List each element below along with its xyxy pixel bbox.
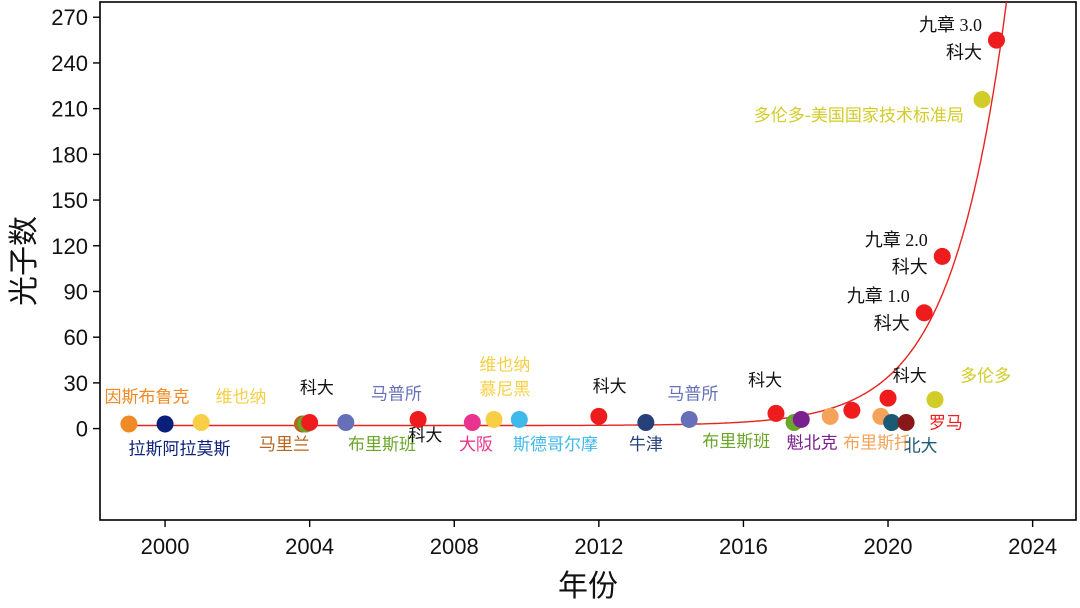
point-label: 牛津 xyxy=(629,435,663,455)
x-tick-label: 2000 xyxy=(141,534,190,559)
y-tick-label: 120 xyxy=(51,234,88,259)
data-point xyxy=(637,413,655,431)
y-axis-title: 光子数 xyxy=(7,216,42,306)
data-point xyxy=(510,410,528,428)
point-label: 大阪 xyxy=(459,435,493,455)
y-tick-label: 150 xyxy=(51,188,88,213)
point-label: 拉斯阿拉莫斯 xyxy=(129,439,231,459)
data-point xyxy=(973,91,991,109)
point-label: 维也纳 xyxy=(479,356,530,376)
point-label: 马普所 xyxy=(371,385,422,405)
data-points xyxy=(120,31,1005,433)
point-label: 科大 xyxy=(593,377,627,397)
point-label: 九章 1.0 xyxy=(847,286,910,306)
y-tick-label: 30 xyxy=(64,371,88,396)
data-point xyxy=(120,415,138,433)
point-label: 北大 xyxy=(904,436,938,456)
point-label: 布里斯班 xyxy=(348,435,416,455)
point-label: 科大 xyxy=(946,42,982,62)
y-axis: 0 30 60 90 120 150 180 210 240 270 xyxy=(51,5,100,442)
x-axis-title: 年份 xyxy=(558,569,618,604)
point-label: 马里兰 xyxy=(259,435,310,455)
point-label: 科大 xyxy=(892,257,928,277)
x-tick-label: 2008 xyxy=(430,534,479,559)
exponential-fit-curve xyxy=(128,1,1008,427)
point-label: 科大 xyxy=(748,371,782,391)
data-point xyxy=(843,401,861,419)
point-label: 九章 2.0 xyxy=(865,230,928,250)
point-label: 维也纳 xyxy=(215,388,266,408)
point-label: 魁北克 xyxy=(787,433,838,453)
x-axis: 2000 2004 2008 2012 2016 2020 2024 xyxy=(141,520,1057,559)
data-point xyxy=(463,413,481,431)
point-label: 科大 xyxy=(300,379,334,399)
x-tick-label: 2012 xyxy=(574,534,623,559)
point-label: 科大 xyxy=(874,314,910,334)
point-label: 因斯布鲁克 xyxy=(104,388,189,408)
data-point xyxy=(485,410,503,428)
point-label: 马普所 xyxy=(667,385,718,405)
data-point xyxy=(897,413,915,431)
data-point xyxy=(156,415,174,433)
point-label: 布里斯托 xyxy=(843,433,911,453)
data-point xyxy=(883,413,901,431)
y-tick-label: 0 xyxy=(76,417,88,442)
point-label: 斯德哥尔摩 xyxy=(513,435,598,455)
x-tick-label: 2004 xyxy=(285,534,334,559)
x-tick-label: 2020 xyxy=(864,534,913,559)
point-label: 科大 xyxy=(893,366,927,386)
point-label: 布里斯班 xyxy=(702,432,770,452)
data-point xyxy=(987,31,1005,49)
data-point xyxy=(879,389,897,407)
y-tick-label: 180 xyxy=(51,142,88,167)
data-point xyxy=(192,413,210,431)
y-tick-label: 60 xyxy=(64,325,88,350)
x-tick-label: 2024 xyxy=(1008,534,1057,559)
data-point xyxy=(767,404,785,422)
y-tick-label: 90 xyxy=(64,279,88,304)
y-tick-label: 240 xyxy=(51,51,88,76)
data-point xyxy=(821,407,839,425)
point-label: 科大 xyxy=(408,426,442,446)
data-point xyxy=(409,410,427,428)
data-point xyxy=(926,391,944,409)
plot-frame xyxy=(99,1,1077,521)
y-tick-label: 270 xyxy=(51,5,88,30)
data-point xyxy=(792,410,810,428)
point-label: 多伦多-美国国家技术标准局 xyxy=(754,106,964,126)
data-point xyxy=(933,247,951,265)
data-point xyxy=(301,413,319,431)
point-label: 九章 3.0 xyxy=(919,15,982,35)
data-point xyxy=(680,410,698,428)
point-label: 罗马 xyxy=(929,414,963,434)
y-tick-label: 210 xyxy=(51,97,88,122)
data-point xyxy=(337,413,355,431)
point-label: 多伦多 xyxy=(960,366,1011,386)
point-label: 慕尼黑 xyxy=(479,380,530,400)
data-point xyxy=(915,304,933,322)
x-tick-label: 2016 xyxy=(719,534,768,559)
data-point xyxy=(590,407,608,425)
